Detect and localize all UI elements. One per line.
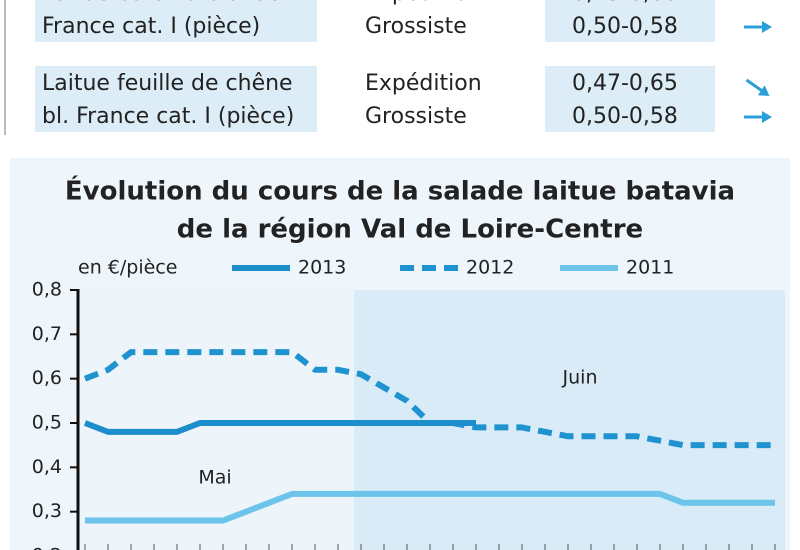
price: 0,47-0,65 — [572, 71, 678, 96]
chart-title: Évolution du cours de la salade laitue b… — [65, 175, 735, 207]
y-tick-label: 0,2 — [32, 545, 62, 550]
y-tick-label: 0,3 — [32, 500, 62, 522]
price: 0,50-0,58 — [572, 14, 678, 39]
price: 0,45-0,60 — [572, 0, 678, 6]
product: Laitue batavia blonde — [42, 0, 281, 6]
market: Grossiste — [365, 104, 467, 129]
product: bl. France cat. I (pièce) — [42, 104, 294, 129]
legend-label: 2011 — [626, 257, 674, 279]
series-line — [85, 490, 775, 524]
annotation: Juin — [562, 367, 598, 389]
market: Expédition — [365, 0, 482, 6]
chart: Mai Juin 0,2 0,3 0,4 0,5 0,6 0,7 0,8 2013 2012 2011 — [32, 257, 785, 550]
product: Laitue feuille de chêne — [42, 71, 293, 96]
product-cell — [35, 66, 317, 132]
y-tick-label: 0,8 — [32, 279, 62, 301]
product-cell — [35, 0, 317, 42]
trend-arrow — [744, 21, 772, 33]
arrow-head — [757, 85, 770, 97]
price-table: Laitue batavia blonde France cat. I (pièc… — [35, 0, 772, 132]
chart-title: de la région Val de Loire-Centre — [177, 215, 643, 245]
product: France cat. I (pièce) — [42, 14, 260, 39]
trend-arrow — [745, 78, 770, 97]
trend-arrow — [744, 111, 772, 123]
y-axis-label: en €/pièce — [78, 257, 177, 279]
y-tick-label: 0,5 — [32, 412, 62, 434]
price-cell — [545, 0, 715, 42]
arrow-head — [762, 111, 772, 123]
y-tick-label: 0,7 — [32, 323, 62, 345]
annotation: Mai — [198, 467, 231, 489]
price: 0,50-0,58 — [572, 104, 678, 129]
market: Expédition — [365, 71, 482, 96]
arrow-head — [762, 21, 772, 33]
y-tick-label: 0,4 — [32, 456, 62, 478]
price-cell — [545, 66, 715, 132]
y-tick-label: 0,6 — [32, 367, 62, 389]
market: Grossiste — [365, 14, 467, 39]
legend-label: 2013 — [298, 257, 346, 279]
legend-label: 2012 — [466, 257, 514, 279]
series-line — [83, 420, 476, 435]
